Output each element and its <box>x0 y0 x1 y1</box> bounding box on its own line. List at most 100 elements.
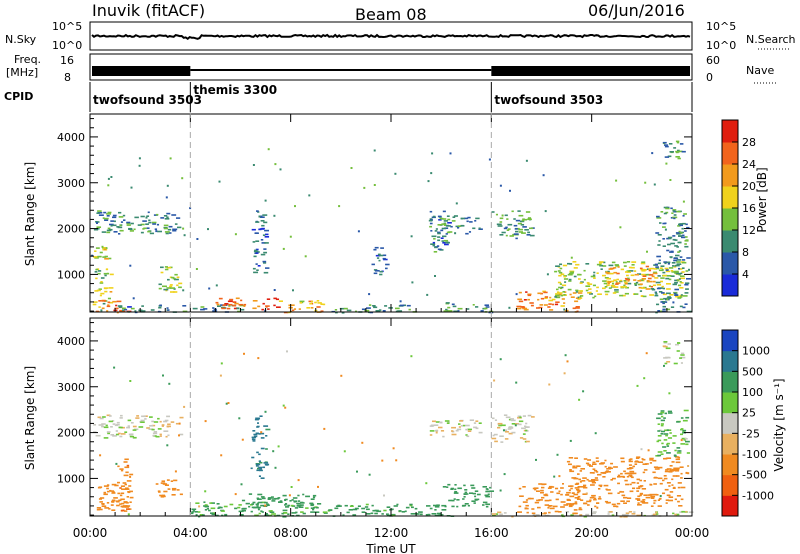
velocity-cell <box>227 402 230 404</box>
power-cell <box>478 228 483 230</box>
velocity-cell <box>211 513 216 516</box>
velocity-cell <box>623 496 628 499</box>
power-cell <box>103 211 107 214</box>
velocity-cell <box>409 503 413 506</box>
power-cell <box>662 226 666 228</box>
velocity-cell <box>103 491 107 494</box>
power-cell <box>664 156 670 158</box>
power-cell <box>457 310 460 312</box>
velocity-cell <box>396 503 399 506</box>
power-cell <box>468 231 472 233</box>
power-cell <box>678 278 681 280</box>
velocity-cell <box>577 486 582 488</box>
power-cell <box>434 230 438 232</box>
power-cell <box>664 301 668 303</box>
power-cell <box>645 265 650 268</box>
power-cell <box>118 211 122 214</box>
power-cell <box>170 291 175 293</box>
power-cell <box>182 227 185 230</box>
velocity-cell <box>663 477 668 480</box>
velocity-cell <box>411 506 414 509</box>
velocity-cell <box>660 453 664 455</box>
velocity-cell <box>499 358 502 361</box>
velocity-cell <box>429 430 435 432</box>
velocity-cell <box>680 356 686 359</box>
velocity-cell <box>524 507 529 510</box>
power-cell <box>583 269 586 272</box>
velocity-cell <box>220 506 223 509</box>
power-cell <box>639 267 643 270</box>
velocity-cell <box>354 507 359 510</box>
power-cell <box>167 309 170 311</box>
power-cell <box>667 296 671 298</box>
velocity-cell <box>578 508 583 511</box>
power-cell <box>435 228 438 230</box>
velocity-cell <box>581 480 586 482</box>
power-cell <box>640 262 646 265</box>
velocity-cell <box>668 485 671 487</box>
velocity-cell <box>112 423 116 425</box>
power-cell <box>676 263 682 265</box>
velocity-cell <box>632 465 635 468</box>
velocity-cell <box>459 420 463 422</box>
velocity-cell <box>571 492 575 494</box>
velocity-cell <box>518 420 524 423</box>
velocity-cell <box>159 435 162 437</box>
power-cell <box>678 267 681 270</box>
velocity-cell <box>225 402 228 405</box>
power-cell <box>375 310 381 312</box>
power-cell <box>149 232 155 235</box>
velocity-cell <box>595 457 599 459</box>
velocity-cell <box>191 508 197 511</box>
power-cell <box>585 285 591 287</box>
power-cell <box>542 174 545 177</box>
power-cell <box>657 310 660 312</box>
velocity-cell <box>672 475 678 477</box>
velocity-cell <box>175 422 179 425</box>
velocity-colorbar-swatch <box>722 330 738 352</box>
velocity-cell <box>260 477 265 479</box>
velocity-cell <box>677 500 680 503</box>
power-cell <box>108 228 113 231</box>
velocity-cell <box>266 503 270 506</box>
velocity-cell <box>668 356 671 359</box>
velocity-cell <box>241 508 246 510</box>
velocity-cell <box>603 484 609 487</box>
velocity-cell <box>605 470 609 472</box>
velocity-cell <box>666 429 669 431</box>
power-cell <box>678 273 681 276</box>
velocity-cell <box>260 431 263 434</box>
velocity-cell <box>267 498 271 500</box>
velocity-cell <box>643 502 649 504</box>
velocity-cell <box>680 362 684 364</box>
velocity-cell <box>155 435 160 438</box>
power-cell <box>595 290 598 292</box>
velocity-cell <box>649 493 653 496</box>
velocity-cell <box>309 502 314 505</box>
velocity-cell <box>497 426 501 429</box>
power-cell <box>662 222 666 225</box>
power-cell <box>160 266 164 269</box>
power-cell <box>437 236 441 238</box>
power-cell <box>99 282 104 284</box>
velocity-cell <box>404 510 407 513</box>
velocity-cell <box>592 512 596 515</box>
velocity-cell <box>191 511 194 513</box>
velocity-cell <box>653 499 657 502</box>
power-cell <box>137 224 142 226</box>
velocity-cell <box>663 341 668 343</box>
velocity-cell <box>349 505 354 507</box>
power-cell <box>651 288 656 291</box>
power-cell <box>431 235 437 238</box>
velocity-cell <box>631 476 634 479</box>
power-cell <box>662 302 665 305</box>
velocity-cell <box>409 504 413 507</box>
velocity-cell <box>626 500 630 503</box>
power-cell <box>665 269 669 271</box>
power-cell <box>518 291 522 294</box>
power-cell <box>442 210 446 213</box>
power-cell <box>433 251 438 253</box>
power-cell <box>159 304 162 307</box>
power-cell <box>563 308 566 311</box>
